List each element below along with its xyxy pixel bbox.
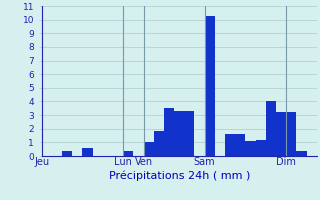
Bar	[154, 131, 164, 156]
Bar	[123, 151, 133, 156]
Bar	[62, 151, 72, 156]
X-axis label: Précipitations 24h ( mm ): Précipitations 24h ( mm )	[108, 170, 250, 181]
Bar	[235, 134, 245, 156]
Bar	[144, 142, 154, 156]
Bar	[225, 134, 235, 156]
Bar	[245, 141, 256, 156]
Bar	[296, 151, 307, 156]
Bar	[276, 112, 286, 156]
Bar	[164, 108, 174, 156]
Bar	[82, 148, 92, 156]
Bar	[286, 112, 296, 156]
Bar	[174, 111, 184, 156]
Bar	[184, 111, 195, 156]
Bar	[266, 101, 276, 156]
Bar	[256, 140, 266, 156]
Bar	[205, 16, 215, 156]
